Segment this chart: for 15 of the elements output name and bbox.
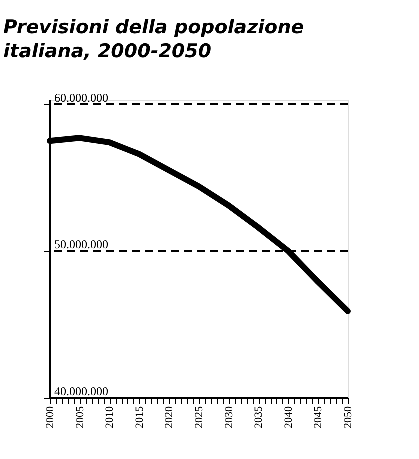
x-tick-label: 2040 [282,406,295,428]
x-tick-label: 2045 [312,406,325,428]
x-tick-label: 2000 [44,406,56,428]
y-tick-label: 60.000.000 [54,90,108,105]
x-tick-label: 2030 [223,406,236,428]
x-tick-label: 2035 [253,406,266,428]
x-tick-label: 2010 [104,406,116,428]
x-tick-label: 2005 [74,406,86,428]
x-tick-label: 2050 [342,406,354,428]
x-tick-label: 2015 [134,406,146,428]
x-tick-label: 2020 [164,406,176,428]
x-tick-label: 2025 [194,406,206,428]
chart-title: Previsioni della popolazione italiana, 2000-2050 [4,16,304,62]
y-tick-label: 50.000.000 [54,238,108,252]
y-tick-label: 40.000.000 [54,384,108,398]
